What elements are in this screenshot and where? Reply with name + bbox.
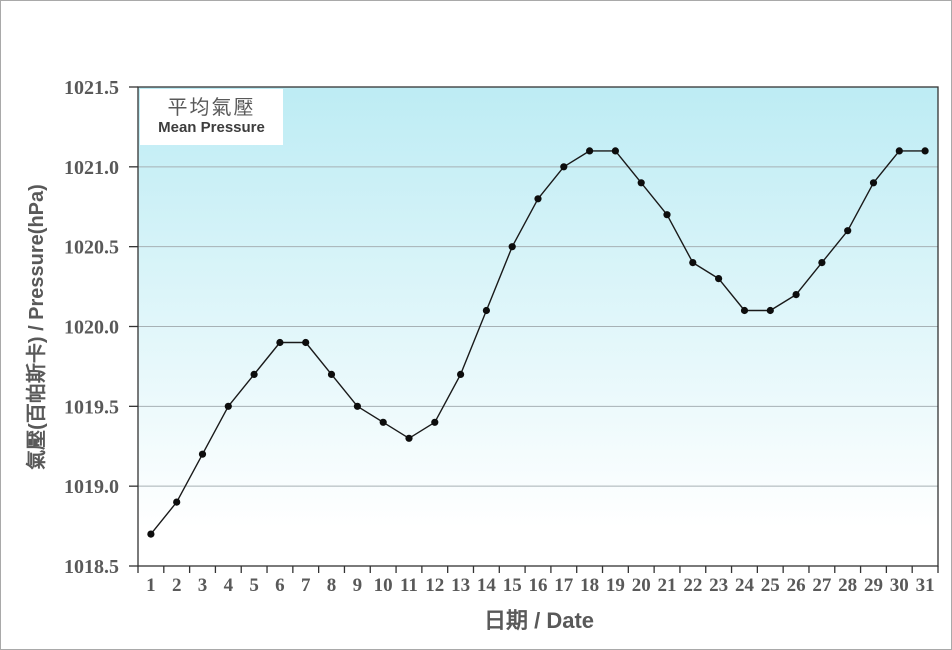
data-point-day-10 <box>379 418 387 426</box>
x-tick-label: 22 <box>683 575 702 596</box>
x-tick-label: 6 <box>275 575 285 596</box>
x-tick-label: 15 <box>503 575 522 596</box>
data-point-day-18 <box>586 147 594 155</box>
x-tick-label: 2 <box>172 575 182 596</box>
data-point-day-16 <box>534 195 542 203</box>
data-point-day-17 <box>560 163 568 171</box>
data-point-day-29 <box>869 179 878 187</box>
data-point-day-22 <box>689 259 697 267</box>
x-tick-label: 11 <box>400 575 418 596</box>
x-tick-label: 26 <box>787 575 806 596</box>
x-tick-label: 29 <box>864 575 883 596</box>
data-point-day-30 <box>895 147 903 155</box>
y-tick-label: 1018.5 <box>64 556 119 578</box>
x-tick-label: 27 <box>812 575 832 596</box>
data-point-day-21 <box>663 211 671 219</box>
data-point-day-7 <box>302 338 310 347</box>
data-point-day-23 <box>715 275 723 283</box>
data-point-day-6 <box>276 338 284 347</box>
legend-label-zh: 平均氣壓 <box>167 96 256 119</box>
x-tick-label: 5 <box>249 575 259 596</box>
data-point-day-15 <box>508 243 516 251</box>
x-tick-label: 12 <box>425 575 444 596</box>
x-axis-title: 日期 / Date <box>483 608 595 633</box>
x-tick-label: 25 <box>761 575 780 596</box>
data-point-day-28 <box>844 227 852 235</box>
x-tick-label: 31 <box>916 575 935 596</box>
x-tick-label: 3 <box>198 575 208 596</box>
x-tick-label: 7 <box>301 575 311 596</box>
x-tick-label: 16 <box>529 575 548 596</box>
y-tick-label: 1021.5 <box>64 77 119 99</box>
data-point-day-13 <box>457 370 465 378</box>
x-tick-label: 17 <box>554 575 574 596</box>
x-tick-label: 19 <box>606 575 625 596</box>
data-point-day-27 <box>818 259 826 267</box>
legend-label-en: Mean Pressure <box>158 118 265 136</box>
data-point-day-25 <box>766 306 774 315</box>
y-tick-label: 1019.0 <box>64 476 119 498</box>
data-point-day-9 <box>353 402 361 410</box>
data-point-day-4 <box>224 402 232 410</box>
x-tick-label: 21 <box>658 575 677 596</box>
y-tick-label: 1021.0 <box>64 157 119 179</box>
y-axis-title: 氣壓(百帕斯卡) / Pressure(hPa) <box>26 184 48 470</box>
data-point-day-20 <box>637 179 645 187</box>
data-point-day-3 <box>198 450 207 458</box>
x-tick-label: 9 <box>353 575 363 596</box>
x-tick-label: 30 <box>890 575 909 596</box>
x-tick-label: 4 <box>224 575 234 596</box>
data-point-day-14 <box>482 306 490 315</box>
x-tick-label: 1 <box>146 575 156 596</box>
data-point-day-2 <box>173 498 181 506</box>
x-tick-label: 10 <box>374 575 393 596</box>
x-tick-label: 24 <box>735 575 755 596</box>
data-point-day-12 <box>431 418 439 426</box>
y-tick-label: 1019.5 <box>64 396 119 418</box>
y-tick-label: 1020.5 <box>64 237 119 259</box>
data-point-day-31 <box>921 147 929 155</box>
x-tick-label: 20 <box>632 575 651 596</box>
data-point-day-19 <box>611 147 620 155</box>
data-point-day-8 <box>327 370 336 378</box>
x-tick-label: 28 <box>838 575 857 596</box>
x-tick-label: 13 <box>451 575 470 596</box>
y-tick-label: 1020.0 <box>64 317 119 339</box>
data-point-day-26 <box>792 291 800 299</box>
x-tick-label: 18 <box>580 575 599 596</box>
x-tick-label: 8 <box>327 575 337 596</box>
data-point-day-24 <box>740 306 749 315</box>
data-point-day-1 <box>147 530 155 538</box>
x-tick-label: 14 <box>477 575 497 596</box>
legend: 平均氣壓 Mean Pressure <box>140 89 283 145</box>
data-point-day-11 <box>405 434 413 442</box>
x-tick-label: 23 <box>709 575 728 596</box>
data-point-day-5 <box>250 370 258 378</box>
